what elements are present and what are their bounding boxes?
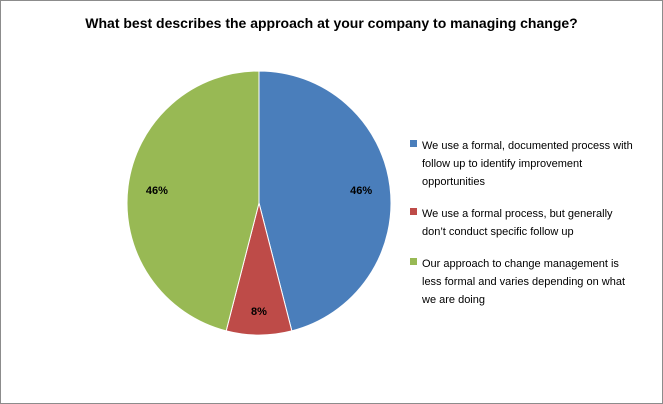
pie-data-label: 46% — [350, 185, 372, 197]
legend-item: We use a formal, documented process with… — [410, 136, 660, 190]
legend-label: We use a formal process, but generally d… — [422, 208, 613, 238]
pie-slices — [126, 70, 392, 336]
legend-label: We use a formal, documented process with… — [422, 140, 633, 188]
legend-swatch — [410, 208, 417, 215]
legend-swatch — [410, 258, 417, 265]
chart-legend: We use a formal, documented process with… — [410, 136, 660, 322]
legend-swatch — [410, 140, 417, 147]
pie-data-label: 8% — [251, 306, 267, 318]
pie-data-label: 46% — [146, 185, 168, 197]
legend-item: We use a formal process, but generally d… — [410, 204, 660, 240]
pie-slice-less-formal — [126, 70, 260, 332]
legend-label: Our approach to change management is les… — [422, 258, 626, 306]
legend-item: Our approach to change management is les… — [410, 254, 660, 308]
chart-title: What best describes the approach at your… — [85, 15, 578, 31]
pie-slice-formal-followup — [258, 70, 392, 332]
pie-data-labels: 46% 8% 46% — [146, 185, 373, 318]
